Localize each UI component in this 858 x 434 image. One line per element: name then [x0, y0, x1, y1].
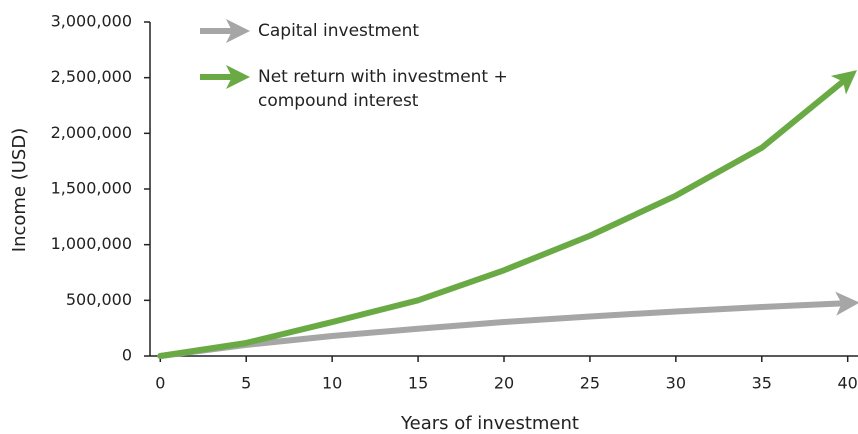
y-tick-label: 500,000 — [66, 290, 132, 309]
y-tick-label: 2,000,000 — [51, 123, 132, 142]
x-axis-label: Years of investment — [400, 413, 579, 434]
x-tick-label: 30 — [666, 374, 686, 393]
x-tick-label: 15 — [408, 374, 428, 393]
x-tick-label: 0 — [155, 374, 165, 393]
legend-label: Capital investment — [258, 21, 420, 41]
x-tick-label: 35 — [752, 374, 772, 393]
x-tick-label: 20 — [494, 374, 514, 393]
x-tick-label: 25 — [580, 374, 600, 393]
x-tick-label: 10 — [322, 374, 342, 393]
x-tick-label: 40 — [838, 374, 858, 393]
line-series — [157, 291, 858, 359]
y-axis-label: Income (USD) — [9, 128, 30, 252]
legend-label: Net return with investment + compound in… — [258, 67, 508, 111]
x-tick-label: 5 — [241, 374, 251, 393]
y-tick-label: 1,500,000 — [51, 179, 132, 198]
line-series — [157, 70, 857, 359]
y-tick-label: 2,500,000 — [51, 67, 132, 86]
y-tick-label: 3,000,000 — [51, 12, 132, 31]
y-tick-label: 1,000,000 — [51, 234, 132, 253]
y-tick-label: 0 — [122, 346, 132, 365]
